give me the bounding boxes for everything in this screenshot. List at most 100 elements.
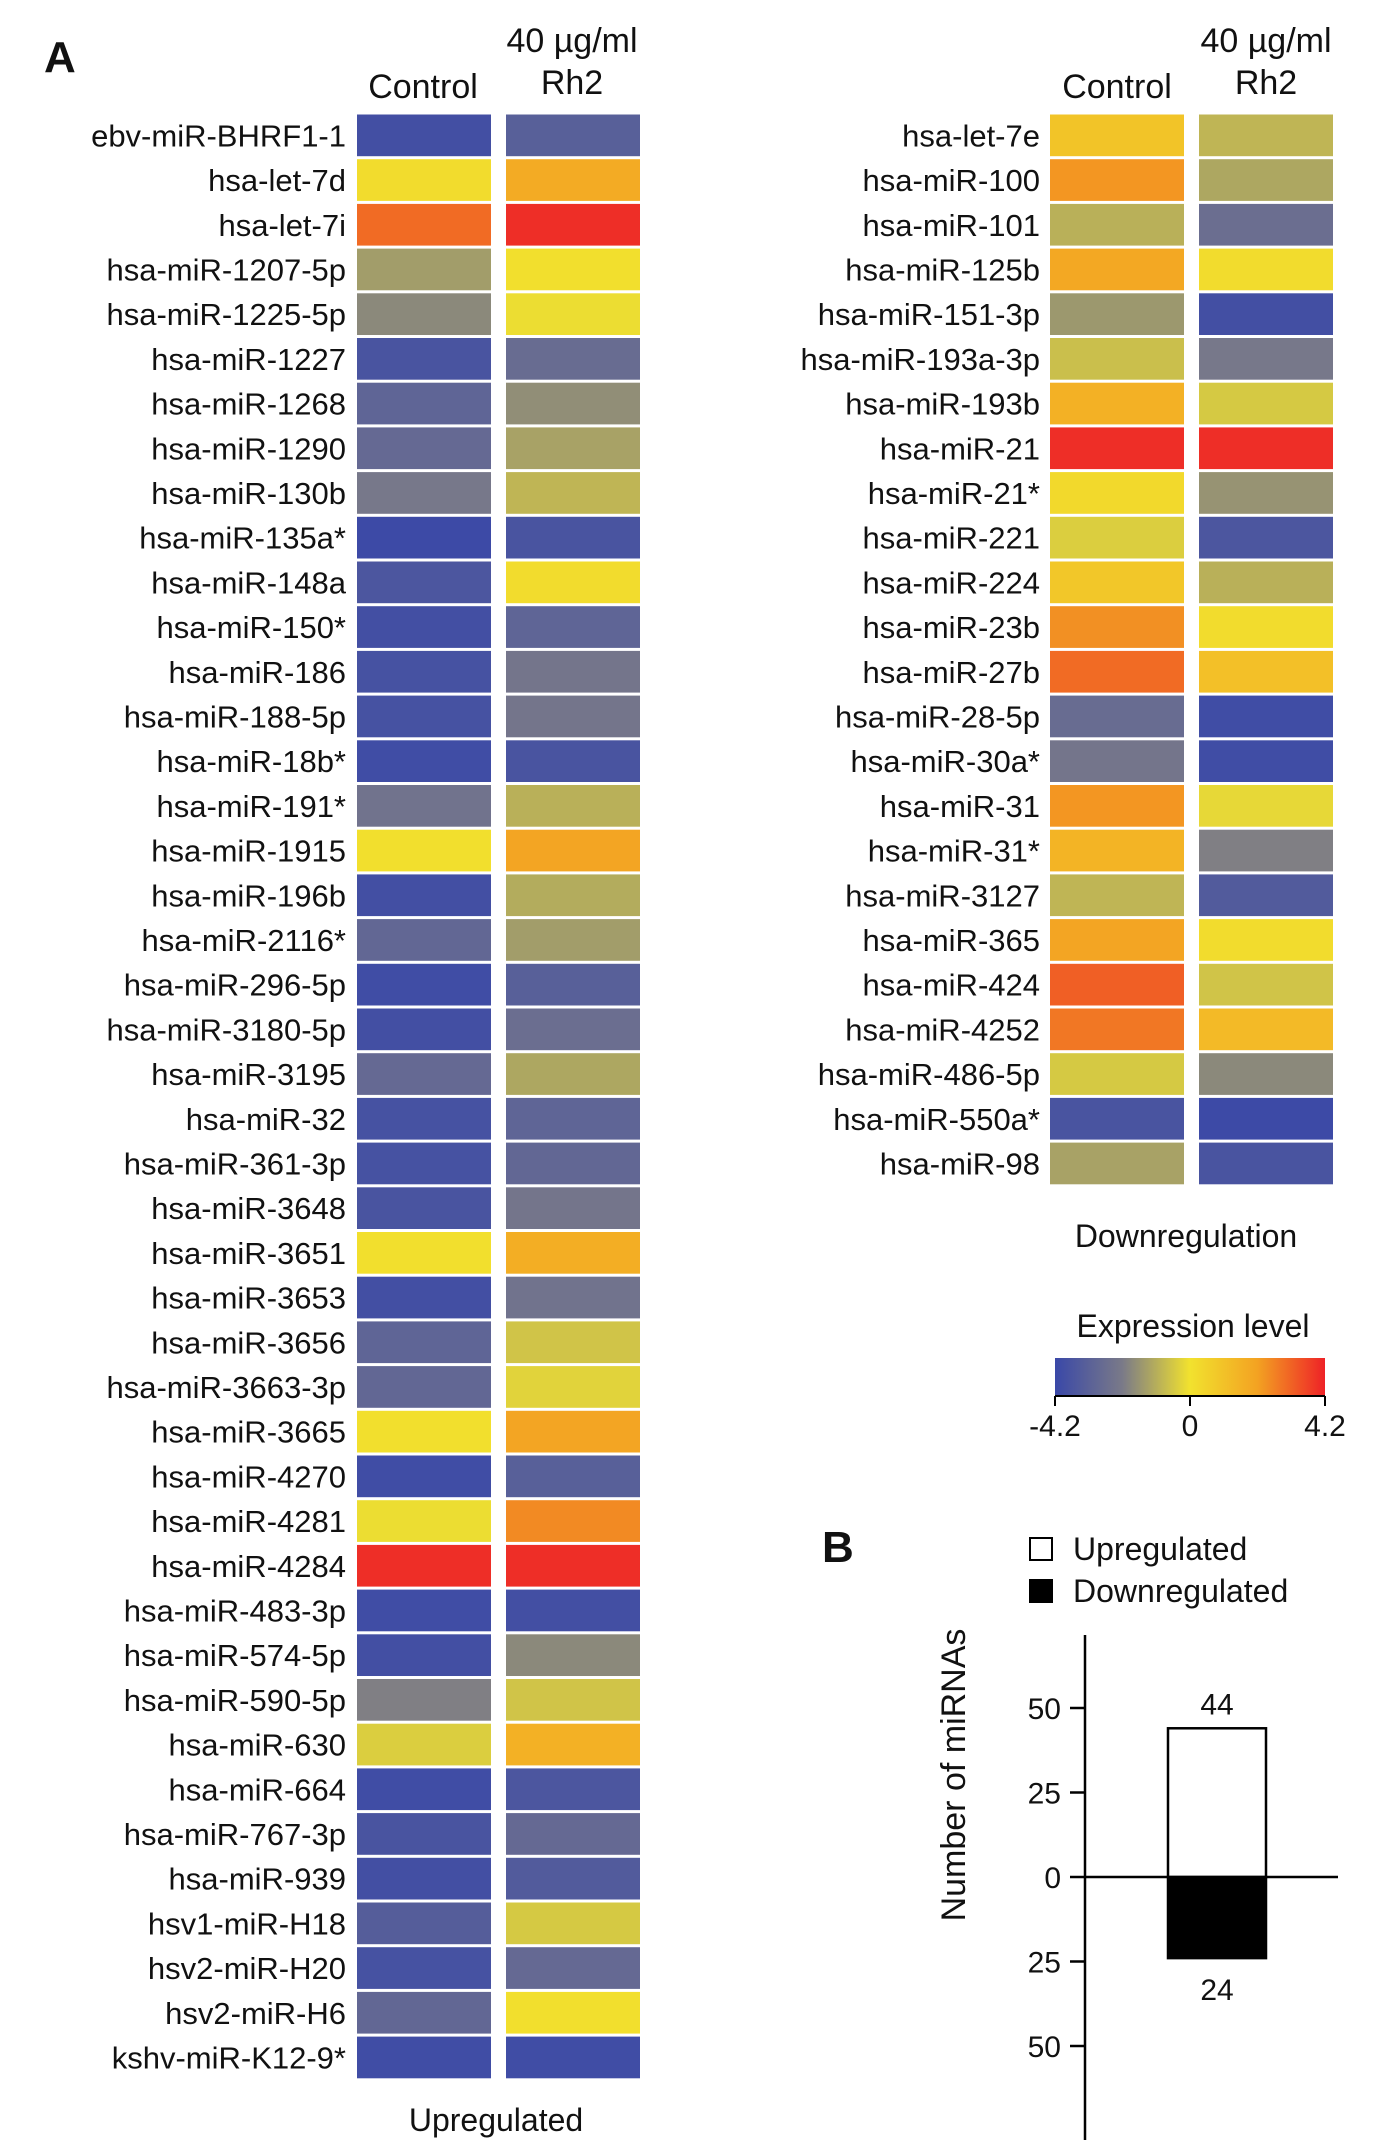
heatmap-cell-rh2: [1199, 159, 1333, 201]
heatmap-cell-rh2: [1199, 785, 1333, 827]
heatmap-cell-control: [357, 1276, 491, 1319]
heatmap-cell-control: [1050, 382, 1184, 425]
heatmap-row-label: hsa-miR-3665: [151, 1415, 346, 1450]
heatmap-cell-rh2: [506, 338, 640, 380]
heatmap-cell-rh2: [506, 1991, 640, 2034]
heatmap-cell-control: [1050, 203, 1184, 246]
heatmap-cell-control: [357, 1679, 491, 1721]
heatmap-cell-rh2: [506, 159, 640, 201]
heatmap-cell-rh2: [1199, 1097, 1333, 1140]
heatmap-row-label: hsv2-miR-H6: [165, 1996, 346, 2031]
heatmap-row-label: hsa-miR-590-5p: [124, 1683, 346, 1718]
heatmap-row-label: hsa-miR-18b*: [156, 744, 346, 779]
heatmap-row-label: hsv1-miR-H18: [148, 1906, 346, 1941]
heatmap-row-label: hsa-miR-361-3p: [124, 1146, 346, 1181]
bar-chart-ticks: 50 25 0 25 50: [1028, 1693, 1085, 2064]
right-heatmap: hsa-let-7e hsa-miR-100 hsa-miR-101 hsa-miR-…: [801, 114, 1333, 1185]
bar-downregulated: [1166, 1875, 1268, 1960]
heatmap-row-label: hsa-miR-939: [169, 1862, 346, 1897]
heatmap-cell-rh2: [506, 1008, 640, 1051]
heatmap-cell-rh2: [1199, 919, 1333, 961]
heatmap-cell-control: [357, 427, 491, 470]
heatmap-row-label: hsa-miR-23b: [863, 610, 1040, 645]
panel-b-letter: B: [822, 1523, 854, 1572]
heatmap-cell-rh2: [1199, 1053, 1333, 1095]
heatmap-cell-rh2: [506, 1902, 640, 1945]
heatmap-cell-control: [357, 1053, 491, 1095]
heatmap-cell-control: [1050, 427, 1184, 470]
heatmap-row-label: hsa-miR-32: [186, 1102, 346, 1137]
heatmap-cell-control: [357, 1902, 491, 1945]
heatmap-cell-rh2: [506, 1679, 640, 1721]
heatmap-row-label: hsa-miR-4284: [151, 1549, 346, 1584]
heatmap-cell-rh2: [506, 1634, 640, 1676]
heatmap-cell-rh2: [1199, 606, 1333, 648]
heatmap-row-label: hsa-miR-3180-5p: [107, 1012, 347, 1047]
heatmap-row-label: hsa-miR-101: [863, 208, 1040, 243]
heatmap-row-label: hsa-miR-664: [169, 1772, 346, 1807]
heatmap-cell-rh2: [506, 516, 640, 559]
heatmap-row-label: hsa-miR-486-5p: [818, 1057, 1040, 1092]
heatmap-cell-control: [357, 1500, 491, 1542]
heatmap-row-label: hsa-miR-21*: [868, 476, 1040, 511]
heatmap-cell-rh2: [506, 2036, 640, 2079]
heatmap-row-label: hsa-miR-193b: [845, 387, 1040, 422]
heatmap-cell-control: [357, 829, 491, 872]
heatmap-cell-rh2: [506, 114, 640, 157]
heatmap-cell-rh2: [506, 1232, 640, 1274]
heatmap-cell-control: [357, 1008, 491, 1051]
heatmap-cell-control: [357, 874, 491, 917]
heatmap-cell-rh2: [1199, 874, 1333, 917]
heatmap-row-label: hsa-miR-3648: [151, 1191, 346, 1226]
heatmap-cell-control: [357, 695, 491, 738]
heatmap-cell-rh2: [506, 1723, 640, 1766]
heatmap-cell-rh2: [506, 203, 640, 246]
heatmap-cell-control: [357, 159, 491, 201]
bar-upregulated: [1166, 1727, 1268, 1879]
heatmap-cell-control: [357, 1768, 491, 1811]
colorbar-ticks: -4.2 0 4.2: [1029, 1396, 1346, 1443]
heatmap-row-label: hsv2-miR-H20: [148, 1951, 346, 1986]
heatmap-cell-rh2: [506, 1947, 640, 1989]
heatmap-row-label: hsa-miR-191*: [156, 789, 346, 824]
heatmap-cell-control: [357, 1321, 491, 1364]
right-heatmap-footer: Downregulation: [1075, 1218, 1297, 1254]
heatmap-cell-rh2: [506, 1142, 640, 1185]
colorbar-title: Expression level: [1077, 1308, 1310, 1344]
heatmap-cell-control: [357, 785, 491, 827]
heatmap-cell-control: [357, 1723, 491, 1766]
heatmap-row-label: hsa-miR-31*: [868, 834, 1040, 869]
heatmap-cell-control: [357, 1455, 491, 1498]
heatmap-cell-control: [357, 1991, 491, 2034]
right-treatment-header-line2: Rh2: [1235, 64, 1297, 102]
heatmap-row-label: hsa-miR-3127: [845, 878, 1040, 913]
heatmap-row-label: hsa-miR-135a*: [139, 521, 346, 556]
heatmap-cell-rh2: [1199, 963, 1333, 1006]
bar-chart: Number of miRNAs 50 25 0 25 50 44 24: [935, 1629, 1338, 2140]
heatmap-row-label: hsa-miR-221: [863, 521, 1040, 556]
heatmap-cell-rh2: [1199, 516, 1333, 559]
heatmap-cell-rh2: [506, 1187, 640, 1229]
heatmap-row-label: hsa-miR-365: [863, 923, 1040, 958]
heatmap-cell-rh2: [1199, 338, 1333, 380]
heatmap-row-label: hsa-miR-574-5p: [124, 1638, 346, 1673]
heatmap-cell-rh2: [1199, 472, 1333, 514]
heatmap-cell-rh2: [506, 1589, 640, 1632]
heatmap-cell-control: [1050, 606, 1184, 648]
heatmap-row-label: hsa-miR-550a*: [833, 1102, 1040, 1137]
heatmap-row-label: hsa-miR-3656: [151, 1325, 346, 1360]
heatmap-cell-control: [357, 1947, 491, 1989]
heatmap-cell-rh2: [1199, 427, 1333, 470]
heatmap-cell-control: [1050, 561, 1184, 604]
heatmap-cell-rh2: [506, 1857, 640, 1900]
heatmap-cell-rh2: [1199, 1008, 1333, 1051]
heatmap-cell-rh2: [506, 1500, 640, 1542]
heatmap-cell-rh2: [506, 1097, 640, 1140]
heatmap-cell-control: [1050, 963, 1184, 1006]
heatmap-cell-rh2: [506, 874, 640, 917]
heatmap-cell-rh2: [506, 606, 640, 648]
heatmap-cell-rh2: [506, 293, 640, 335]
heatmap-row-label: hsa-miR-125b: [845, 252, 1040, 287]
legend-up-label: Upregulated: [1073, 1531, 1247, 1567]
